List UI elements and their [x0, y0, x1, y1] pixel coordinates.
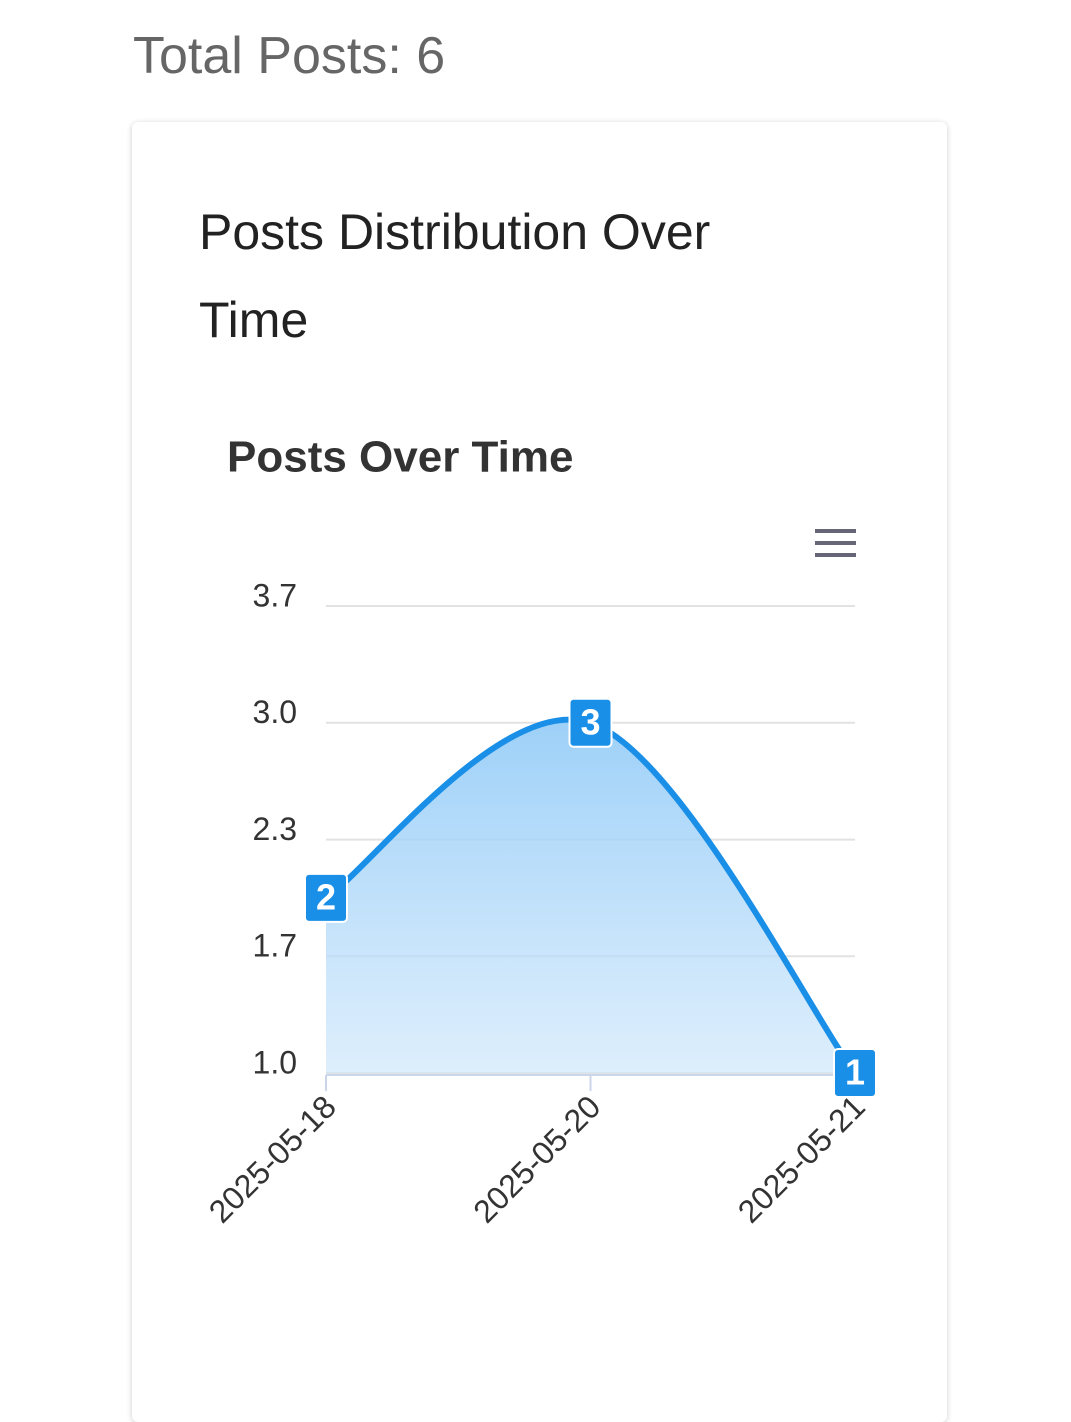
data-label: 2	[316, 876, 336, 917]
x-tick-label: 2025-05-18	[202, 1088, 343, 1229]
y-tick-label: 1.7	[253, 928, 297, 964]
card-title: Posts Distribution Over Time	[199, 204, 711, 348]
chart: Posts Over Time 1.0 1.7 2.3 3.0 3.7 2025-05-1…	[202, 433, 877, 1230]
data-label: 3	[580, 701, 600, 742]
chart-title: Posts Over Time	[227, 433, 573, 482]
y-tick-label: 2.3	[253, 811, 297, 847]
x-tick-label: 2025-05-21	[731, 1088, 872, 1229]
data-label: 1	[845, 1052, 865, 1093]
x-tick-label: 2025-05-20	[466, 1088, 607, 1229]
data-label-box	[833, 1048, 877, 1098]
y-tick-label: 1.0	[253, 1044, 297, 1080]
page: Total Posts: 6 Posts Distribution Over T…	[133, 27, 877, 1230]
area	[326, 719, 855, 1073]
data-label-box	[304, 872, 348, 923]
menu-button[interactable]	[812, 528, 858, 560]
x-labels: 2025-05-18 2025-05-20 2025-05-21	[202, 1088, 872, 1229]
y-tick-label: 3.7	[253, 577, 297, 613]
data-label-box	[568, 697, 613, 748]
total-posts: Total Posts: 6	[133, 27, 446, 85]
y-tick-label: 3.0	[253, 694, 297, 730]
